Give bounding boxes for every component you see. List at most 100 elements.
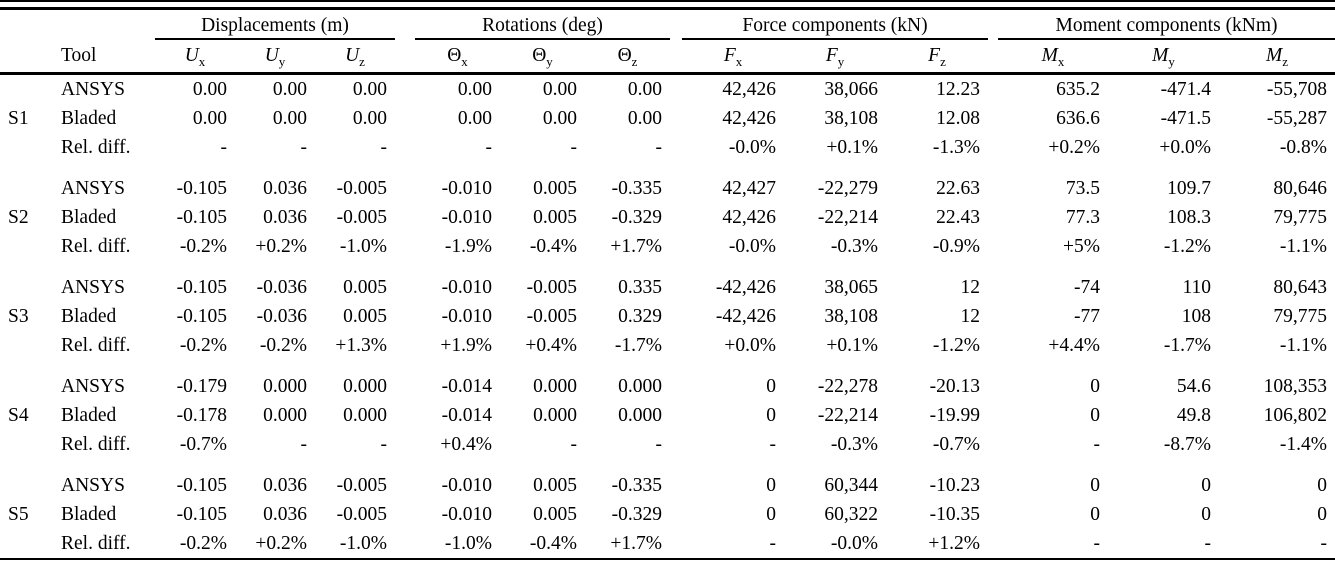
column-gap (395, 302, 415, 331)
value-cell: 0.00 (457, 79, 492, 100)
value-cell: 106,802 (1263, 405, 1328, 426)
data-row-s2-rel-diff: Rel. diff. -0.2% +0.2% -1.0% -1.9% -0.4% +1.7%… (0, 232, 1335, 261)
value-cell: -22,278 (817, 376, 879, 397)
value-cell: +5% (1063, 236, 1101, 257)
value-cell: -0.010 (441, 475, 492, 496)
value-cell: -0.0% (784, 529, 887, 560)
value-cell: 0.335 (618, 277, 663, 298)
value-cell: -0.0% (728, 137, 777, 158)
value-cell: -0.9% (932, 236, 981, 257)
data-row-s5-rel-diff: Rel. diff. -0.2% +0.2% -1.0% -1.0% -0.4% +1.7%… (0, 529, 1335, 560)
value-cell: 54.6 (1176, 376, 1212, 397)
value-cell: - (998, 529, 1109, 560)
value-cell: 0.036 (263, 207, 307, 228)
column-gap (395, 360, 415, 401)
column-gap (395, 401, 415, 430)
data-row-s5-bladed: S5 Bladed -0.105 0.036 -0.005 -0.010 0.005 -0.3… (0, 500, 1335, 529)
value-cell: -0.036 (256, 306, 307, 327)
value-cell: +4.4% (1048, 335, 1101, 356)
column-gap (395, 500, 415, 529)
value-cell: 80,646 (1273, 178, 1328, 199)
value-cell: -1.1% (1279, 335, 1328, 356)
value-cell: 0.000 (533, 405, 577, 426)
value-cell: -1.2% (932, 335, 981, 356)
column-gap (988, 302, 998, 331)
value-cell: - (485, 137, 493, 158)
value-cell: -55,287 (1266, 108, 1328, 129)
column-gap (395, 203, 415, 232)
column-gap (988, 500, 998, 529)
value-cell: -0.2% (179, 236, 227, 257)
value-cell: 79,775 (1273, 306, 1328, 327)
value-cell: - (1219, 529, 1335, 560)
column-gap (988, 232, 998, 261)
column-gap (395, 39, 415, 75)
value-cell: -22,214 (817, 405, 879, 426)
column-gap (395, 162, 415, 203)
tool-cell: Bladed (61, 207, 117, 228)
value-cell: -0.010 (441, 277, 492, 298)
value-cell: 38,108 (824, 108, 879, 129)
value-cell: 636.6 (1056, 108, 1101, 129)
value-cell: -19.99 (929, 405, 981, 426)
value-cell: 0.005 (533, 207, 577, 228)
value-cell: -0.3% (830, 236, 879, 257)
symbol-base: U (184, 45, 199, 66)
value-cell: 0 (1090, 504, 1101, 525)
value-cell: 0 (1317, 504, 1328, 525)
value-cell: -0.179 (176, 376, 227, 397)
column-gap (670, 302, 682, 331)
value-cell: 38,108 (824, 306, 879, 327)
data-row-s1-bladed: S1 Bladed 0.00 0.00 0.00 0.00 0.00 0.00 42,426 38… (0, 104, 1335, 133)
table-top-rule (0, 0, 1335, 2)
value-cell: -0.005 (336, 178, 387, 199)
col-header-my: My (1108, 39, 1220, 75)
value-cell: 22.43 (936, 207, 981, 228)
value-cell: +0.1% (826, 335, 879, 356)
tool-column-header: Tool (55, 39, 155, 75)
data-row-s4-ansys: ANSYS -0.179 0.000 0.000 -0.014 0.000 0.000 0 -2… (0, 360, 1335, 401)
column-gap (670, 104, 682, 133)
section-label (0, 331, 55, 360)
value-cell: 60,344 (824, 475, 879, 496)
value-cell: +1.9% (440, 335, 492, 356)
symbol-sub: z (940, 53, 946, 69)
symbol-base: Θ (447, 45, 462, 66)
value-cell: 0.00 (272, 79, 307, 100)
value-cell: +0.2% (1048, 137, 1101, 158)
value-cell: -0.036 (256, 277, 307, 298)
column-gap (988, 74, 998, 105)
value-cell: 108.3 (1167, 207, 1212, 228)
value-cell: 0.005 (533, 178, 577, 199)
value-cell: -0.010 (441, 504, 492, 525)
value-cell: -1.1% (1279, 236, 1328, 257)
column-gap (988, 133, 998, 162)
section-label (0, 360, 55, 401)
symbol-sub: y (1168, 53, 1175, 69)
value-cell: -471.5 (1160, 108, 1212, 129)
symbol-sub: z (359, 53, 365, 69)
column-gap (670, 74, 682, 105)
value-cell: -0.105 (176, 178, 227, 199)
value-cell: +1.3% (335, 335, 387, 356)
value-cell: 0.00 (457, 108, 492, 129)
value-cell: 0.00 (352, 79, 387, 100)
column-gap (670, 529, 683, 560)
value-cell: -0.178 (176, 405, 227, 426)
value-cell: 0.00 (192, 79, 227, 100)
column-gap (670, 401, 682, 430)
value-cell: 0.00 (272, 108, 307, 129)
section-label (0, 430, 55, 459)
col-header-thetax: Θx (415, 39, 500, 75)
value-cell: -42,426 (715, 306, 777, 327)
value-cell: -42,426 (715, 277, 777, 298)
symbol-sub: x (1057, 53, 1065, 69)
column-gap (988, 430, 998, 459)
value-cell: 0.000 (533, 376, 577, 397)
value-cell: 0 (1201, 475, 1212, 496)
column-gap (988, 360, 998, 401)
section-label (0, 459, 55, 500)
column-gap (395, 104, 415, 133)
value-cell: -0.105 (176, 207, 227, 228)
section-column-header (0, 39, 55, 75)
